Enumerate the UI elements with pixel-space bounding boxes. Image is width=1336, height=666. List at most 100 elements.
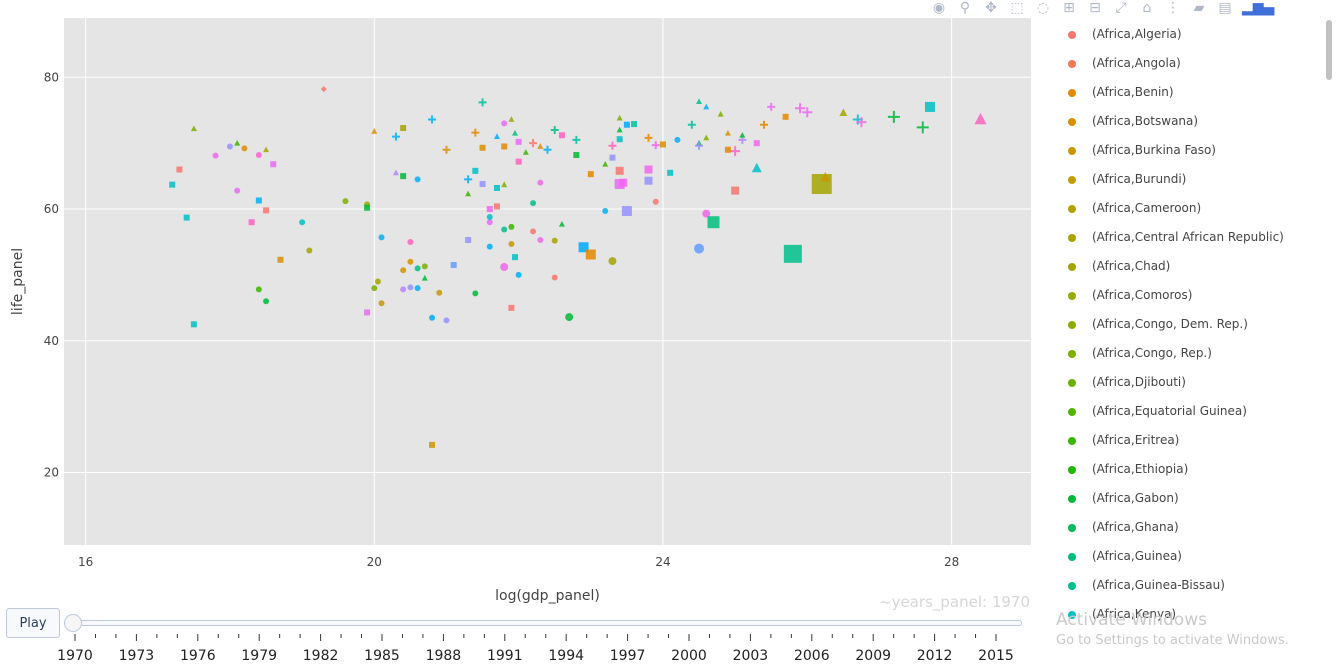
data-point[interactable] bbox=[421, 274, 428, 281]
data-point[interactable] bbox=[820, 171, 831, 182]
legend-scrollbar[interactable] bbox=[1326, 20, 1332, 80]
data-point[interactable] bbox=[263, 146, 270, 153]
data-point[interactable] bbox=[695, 141, 704, 150]
data-point[interactable] bbox=[529, 139, 538, 148]
data-point[interactable] bbox=[550, 125, 559, 134]
data-point[interactable] bbox=[443, 317, 450, 324]
data-point[interactable] bbox=[753, 140, 760, 147]
slider-tick-label[interactable]: 1976 bbox=[180, 648, 216, 664]
slider-tick-label[interactable]: 2015 bbox=[978, 648, 1014, 664]
camera-icon[interactable]: ◉ bbox=[932, 0, 946, 16]
data-point[interactable] bbox=[391, 132, 400, 141]
data-point[interactable] bbox=[703, 103, 710, 110]
legend-item[interactable]: (Africa,Botswana) bbox=[1040, 108, 1324, 137]
zoom-out-icon[interactable]: ⊟ bbox=[1089, 0, 1101, 16]
legend-item[interactable]: (Africa,Guinea) bbox=[1040, 543, 1324, 572]
data-point[interactable] bbox=[530, 228, 537, 235]
data-point[interactable] bbox=[887, 110, 900, 123]
legend-item[interactable]: (Africa,Ethiopia) bbox=[1040, 456, 1324, 485]
data-point[interactable] bbox=[530, 200, 537, 207]
data-point[interactable] bbox=[802, 107, 813, 118]
data-point[interactable] bbox=[608, 257, 617, 266]
data-point[interactable] bbox=[585, 249, 596, 260]
data-point[interactable] bbox=[277, 256, 284, 263]
slider-tick-label[interactable]: 1997 bbox=[610, 648, 646, 664]
legend-item[interactable]: (Africa,Kenya) bbox=[1040, 601, 1324, 630]
data-point[interactable] bbox=[730, 146, 741, 157]
data-point[interactable] bbox=[421, 263, 428, 270]
legend-item[interactable]: (Africa,Djibouti) bbox=[1040, 369, 1324, 398]
data-point[interactable] bbox=[414, 176, 421, 183]
data-point[interactable] bbox=[717, 110, 724, 117]
plot-area[interactable] bbox=[64, 18, 1031, 545]
slider-tick-label[interactable]: 2009 bbox=[855, 648, 891, 664]
data-point[interactable] bbox=[515, 271, 522, 278]
data-point[interactable] bbox=[782, 113, 789, 120]
data-point[interactable] bbox=[652, 198, 659, 205]
data-point[interactable] bbox=[703, 134, 710, 141]
data-point[interactable] bbox=[234, 139, 241, 146]
data-point[interactable] bbox=[615, 166, 624, 175]
data-point[interactable] bbox=[263, 298, 270, 305]
data-point[interactable] bbox=[479, 144, 486, 151]
data-point[interactable] bbox=[429, 314, 436, 321]
legend-item[interactable]: (Africa,Eritrea) bbox=[1040, 427, 1324, 456]
data-point[interactable] bbox=[183, 214, 190, 221]
data-point[interactable] bbox=[856, 117, 867, 128]
data-point[interactable] bbox=[371, 128, 378, 134]
data-point[interactable] bbox=[644, 176, 653, 185]
data-point[interactable] bbox=[619, 178, 628, 187]
data-point[interactable] bbox=[512, 129, 519, 136]
data-point[interactable] bbox=[707, 216, 720, 229]
slider-tick-label[interactable]: 1973 bbox=[119, 648, 155, 664]
data-point[interactable] bbox=[342, 198, 349, 205]
data-point[interactable] bbox=[241, 145, 248, 152]
data-point[interactable] bbox=[795, 103, 806, 114]
data-point[interactable] bbox=[478, 98, 487, 107]
data-point[interactable] bbox=[587, 171, 594, 178]
data-point[interactable] bbox=[512, 254, 519, 261]
data-point[interactable] bbox=[537, 143, 544, 149]
data-point[interactable] bbox=[694, 243, 705, 254]
legend-item[interactable]: (Africa,Congo, Rep.) bbox=[1040, 340, 1324, 369]
legend-item[interactable]: (Africa,Algeria) bbox=[1040, 21, 1324, 50]
data-point[interactable] bbox=[608, 141, 617, 150]
legend-item[interactable]: (Africa,Equatorial Guinea) bbox=[1040, 398, 1324, 427]
data-point[interactable] bbox=[811, 174, 832, 195]
data-point[interactable] bbox=[486, 206, 493, 213]
legend-item[interactable]: (Africa,Congo, Dem. Rep.) bbox=[1040, 311, 1324, 340]
hover-closest-icon[interactable]: ▰ bbox=[1193, 0, 1205, 16]
data-point[interactable] bbox=[364, 204, 371, 211]
data-point[interactable] bbox=[190, 125, 197, 132]
data-point[interactable] bbox=[400, 267, 407, 274]
data-point[interactable] bbox=[724, 146, 731, 153]
legend-item[interactable]: (Africa,Benin) bbox=[1040, 79, 1324, 108]
data-point[interactable] bbox=[371, 285, 378, 292]
data-point[interactable] bbox=[400, 125, 407, 132]
data-point[interactable] bbox=[508, 240, 515, 247]
data-point[interactable] bbox=[479, 181, 486, 188]
data-point[interactable] bbox=[667, 169, 674, 176]
data-point[interactable] bbox=[731, 186, 740, 195]
data-point[interactable] bbox=[400, 173, 407, 180]
play-button[interactable]: Play bbox=[6, 608, 60, 638]
data-point[interactable] bbox=[767, 102, 776, 111]
data-point[interactable] bbox=[501, 143, 508, 150]
slider-tick-label[interactable]: 1979 bbox=[241, 648, 277, 664]
data-point[interactable] bbox=[255, 197, 262, 204]
slider-tick-label[interactable]: 2012 bbox=[917, 648, 953, 664]
data-point[interactable] bbox=[378, 300, 385, 307]
data-point[interactable] bbox=[623, 121, 630, 128]
legend-item[interactable]: (Africa,Gabon) bbox=[1040, 485, 1324, 514]
data-point[interactable] bbox=[364, 309, 371, 316]
data-point[interactable] bbox=[602, 160, 609, 167]
data-point[interactable] bbox=[493, 203, 500, 210]
slider-rail[interactable] bbox=[64, 620, 1022, 626]
data-point[interactable] bbox=[501, 181, 508, 188]
data-point[interactable] bbox=[320, 86, 327, 93]
data-point[interactable] bbox=[428, 115, 437, 124]
data-point[interactable] bbox=[602, 208, 609, 215]
slider-tick-label[interactable]: 1982 bbox=[303, 648, 339, 664]
data-point[interactable] bbox=[234, 187, 241, 194]
data-point[interactable] bbox=[400, 286, 407, 293]
